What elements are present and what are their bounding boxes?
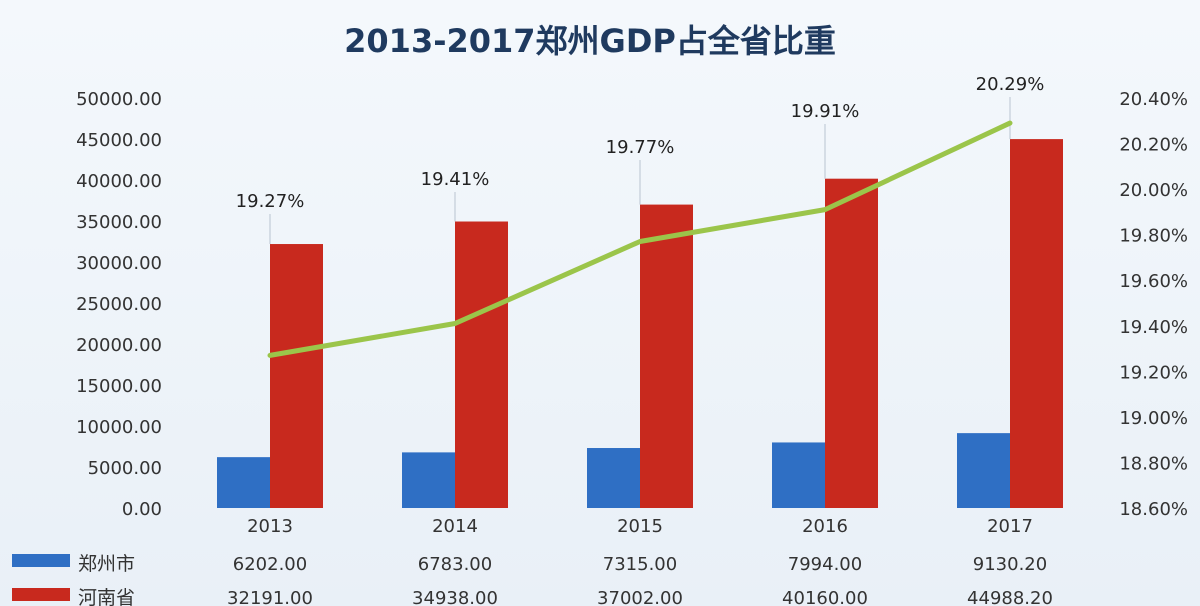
bar-henan [825, 178, 878, 509]
table-cell: 7994.00 [788, 554, 862, 575]
bar-zhengzhou [402, 452, 455, 508]
left-tick-label: 30000.00 [76, 253, 162, 274]
left-axis: 0.00 5000.00 10000.00 15000.00 20000.00 25000… [76, 89, 162, 520]
table-cell: 37002.00 [597, 588, 683, 606]
bar-henan [270, 244, 323, 508]
share-label: 19.41% [421, 169, 490, 190]
right-tick-label: 19.60% [1119, 271, 1188, 292]
right-tick-label: 18.80% [1119, 453, 1188, 474]
legend-label: 河南省 [78, 587, 135, 606]
category-label: 2016 [802, 516, 848, 537]
left-tick-label: 40000.00 [76, 171, 162, 192]
table-cell: 7315.00 [603, 554, 677, 575]
right-tick-label: 19.40% [1119, 317, 1188, 338]
table-cell: 9130.20 [973, 554, 1047, 575]
data-table: 郑州市 6202.00 6783.00 7315.00 7994.00 9130.20 河南… [12, 553, 1053, 606]
chart-title: 2013-2017郑州GDP占全省比重 [344, 22, 836, 60]
bar-zhengzhou [957, 433, 1010, 508]
table-cell: 6783.00 [418, 554, 492, 575]
share-label: 19.91% [791, 101, 860, 122]
share-line-group [267, 120, 1013, 358]
bar-zhengzhou [772, 442, 825, 508]
legend-swatch [12, 554, 70, 567]
bar-zhengzhou [217, 457, 270, 508]
left-tick-label: 5000.00 [88, 458, 162, 479]
left-tick-label: 45000.00 [76, 130, 162, 151]
bar-henan [455, 221, 508, 508]
left-tick-label: 20000.00 [76, 335, 162, 356]
share-label: 19.27% [236, 191, 305, 212]
table-cell: 6202.00 [233, 554, 307, 575]
left-tick-label: 15000.00 [76, 376, 162, 397]
right-tick-label: 20.40% [1119, 89, 1188, 110]
category-labels: 2013 2014 2015 2016 2017 [247, 516, 1033, 537]
category-label: 2014 [432, 516, 478, 537]
category-label: 2015 [617, 516, 663, 537]
category-label: 2013 [247, 516, 293, 537]
share-label: 20.29% [976, 74, 1045, 95]
legend-label: 郑州市 [78, 553, 135, 575]
bar-henan [640, 204, 693, 508]
right-axis: 18.60% 18.80% 19.00% 19.20% 19.40% 19.60% 19.8… [1119, 89, 1188, 520]
left-tick-label: 0.00 [122, 499, 162, 520]
right-tick-label: 19.20% [1119, 362, 1188, 383]
bar-henan [1010, 139, 1063, 509]
right-tick-label: 20.20% [1119, 135, 1188, 156]
category-label: 2017 [987, 516, 1033, 537]
right-tick-label: 19.80% [1119, 226, 1188, 247]
right-tick-label: 18.60% [1119, 499, 1188, 520]
right-tick-label: 19.00% [1119, 408, 1188, 429]
left-tick-label: 25000.00 [76, 294, 162, 315]
share-labels: 19.27% 19.41% 19.77% 19.91% 20.29% [236, 74, 1045, 212]
table-cell: 40160.00 [782, 588, 868, 606]
right-tick-label: 20.00% [1119, 180, 1188, 201]
table-cell: 44988.20 [967, 588, 1053, 606]
bars-group [217, 139, 1063, 509]
left-tick-label: 10000.00 [76, 417, 162, 438]
legend-swatch [12, 588, 70, 601]
table-cell: 34938.00 [412, 588, 498, 606]
share-line [267, 120, 1013, 358]
left-tick-label: 50000.00 [76, 89, 162, 110]
share-label: 19.77% [606, 137, 675, 158]
left-tick-label: 35000.00 [76, 212, 162, 233]
leader-lines [269, 97, 1011, 245]
table-cell: 32191.00 [227, 588, 313, 606]
bar-zhengzhou [587, 448, 640, 508]
